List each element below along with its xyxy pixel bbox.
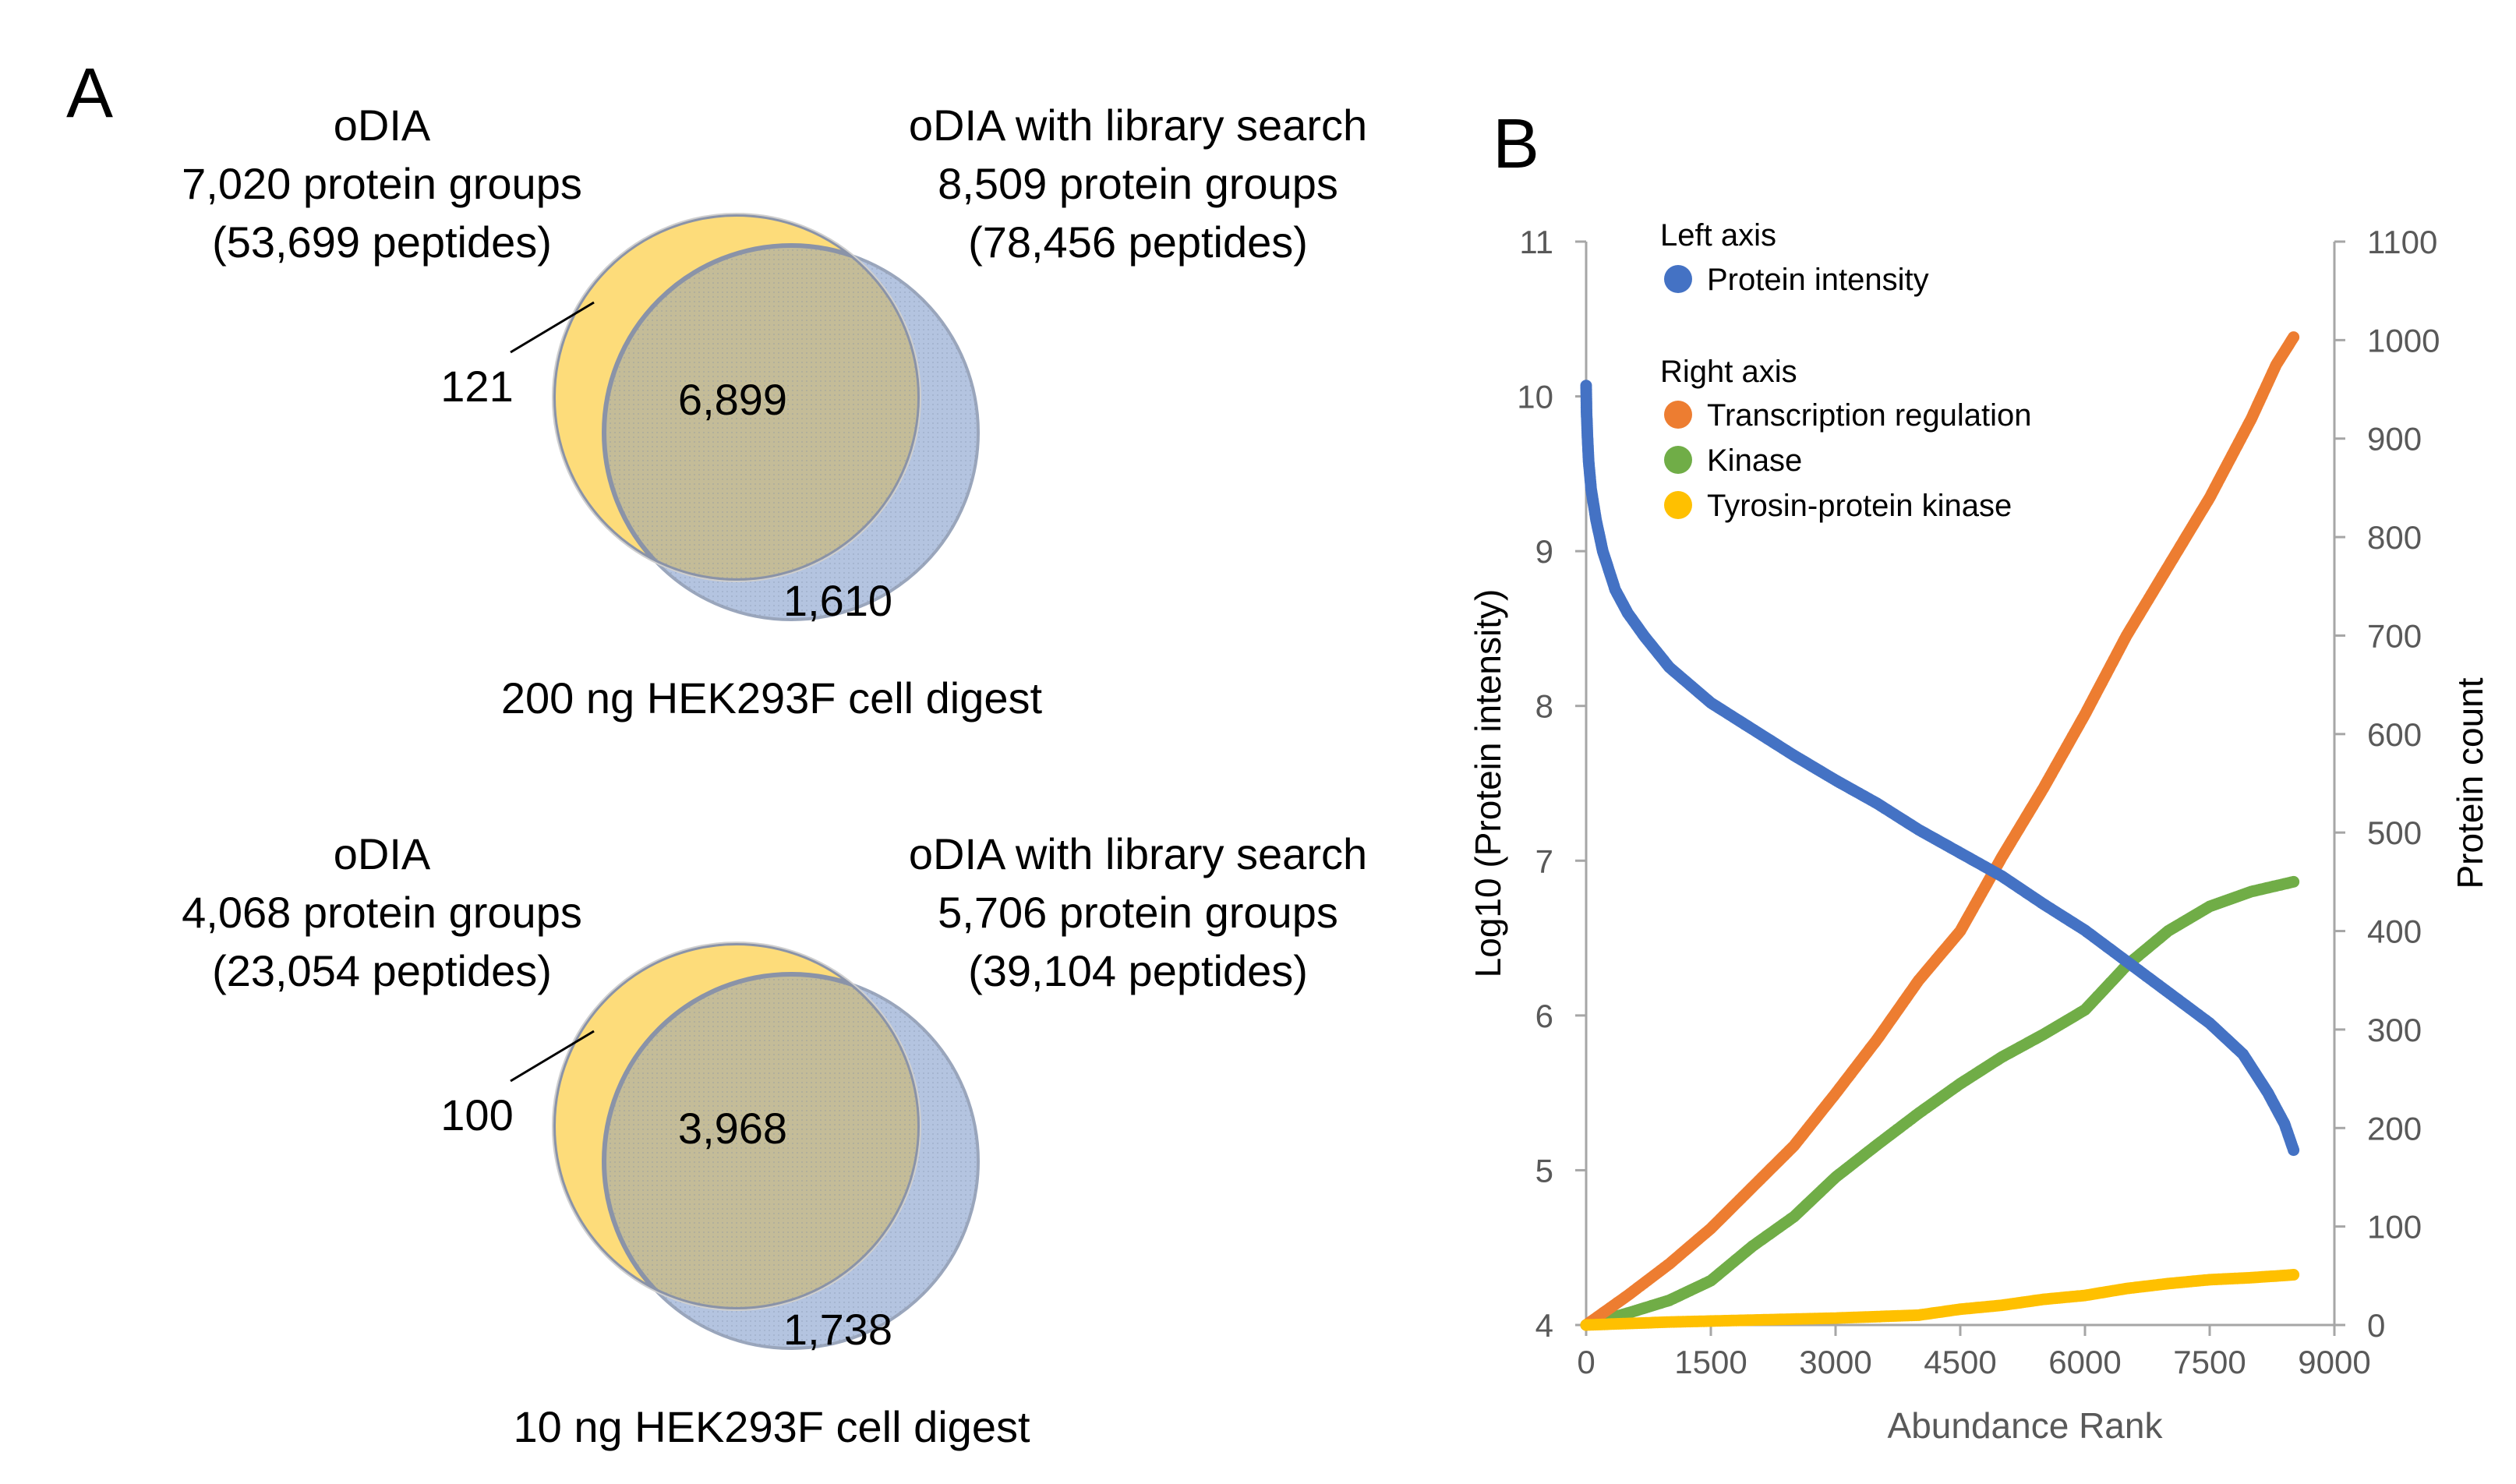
venn-left-peptides: (53,699 peptides) <box>212 217 552 267</box>
y-right-tick-label: 800 <box>2367 519 2422 556</box>
panel-a-label: A <box>66 55 113 132</box>
x-tick-labels: 0 1500 3000 4500 6000 7500 9000 <box>1577 1344 2370 1380</box>
x-tick-label: 6000 <box>2048 1344 2121 1380</box>
y-right-tick-label: 300 <box>2367 1012 2422 1048</box>
legend-left-axis-header: Left axis <box>1660 218 1776 253</box>
venn-overlap-count: 3,968 <box>678 1104 787 1153</box>
legend-kinase-marker <box>1664 446 1692 474</box>
panel-a: A oDIA 7,020 protein groups (53,699 pept… <box>66 55 1367 1451</box>
data-point-tyrosin-kinase <box>2288 1269 2300 1281</box>
y-left-tick-label: 7 <box>1535 843 1553 879</box>
y-left-tick-label: 11 <box>1519 224 1553 260</box>
data-point-transcription-regulation <box>2288 331 2300 344</box>
legend-protein-intensity-label: Protein intensity <box>1707 263 1929 297</box>
legend-protein-intensity-marker <box>1664 265 1692 293</box>
series-transcription-regulation <box>1580 331 2300 1331</box>
y-right-tick-label: 400 <box>2367 913 2422 950</box>
y-right-tick-label: 100 <box>2367 1209 2422 1246</box>
venn-callout-line <box>510 1030 595 1083</box>
y-right-axis-title: Protein count <box>2450 677 2490 889</box>
legend-tyrosin-protein-kinase-marker <box>1664 491 1692 519</box>
x-tick-label: 3000 <box>1799 1344 1871 1380</box>
legend-transcription-regulation-label: Transcription regulation <box>1707 398 2032 433</box>
y-left-tick-label: 10 <box>1517 379 1553 415</box>
venn-diagram-10ng: oDIA 4,068 protein groups (23,054 peptid… <box>182 829 1367 1451</box>
venn-diagram-200ng: oDIA 7,020 protein groups (53,699 peptid… <box>182 101 1367 723</box>
venn-left-peptides: (23,054 peptides) <box>212 946 552 995</box>
data-point-kinase <box>2288 875 2300 888</box>
venn-left-groups: 7,020 protein groups <box>182 159 582 208</box>
legend-transcription-regulation-marker <box>1664 401 1692 429</box>
venn-caption: 200 ng HEK293F cell digest <box>501 673 1043 723</box>
y-left-tick-label: 4 <box>1535 1307 1553 1344</box>
y-left-tick-labels: 4 5 6 7 8 9 10 11 <box>1517 224 1553 1344</box>
legend-right-axis-header: Right axis <box>1660 355 1797 389</box>
chart-legend: Left axis Protein intensity Right axis T… <box>1660 218 2032 523</box>
x-tick-label: 7500 <box>2173 1344 2246 1380</box>
venn-only-left-count: 121 <box>440 362 513 411</box>
x-tick-label: 9000 <box>2298 1344 2370 1380</box>
series-tyrosin-protein-kinase <box>1580 1269 2300 1331</box>
y-left-tick-label: 9 <box>1535 533 1553 570</box>
y-right-tick-label: 1100 <box>2367 224 2437 260</box>
legend-tyrosin-protein-kinase-label: Tyrosin-protein kinase <box>1707 489 2012 523</box>
x-tick-label: 1500 <box>1674 1344 1747 1380</box>
x-tick-label: 4500 <box>1924 1344 1996 1380</box>
venn-right-peptides: (39,104 peptides) <box>968 946 1308 995</box>
y-left-tick-label: 5 <box>1535 1152 1553 1189</box>
y-right-tick-label: 200 <box>2367 1110 2422 1147</box>
venn-left-title: oDIA <box>334 101 431 150</box>
legend-kinase-label: Kinase <box>1707 443 1802 478</box>
venn-right-title: oDIA with library search <box>909 101 1367 150</box>
venn-right-peptides: (78,456 peptides) <box>968 217 1308 267</box>
venn-overlap-count: 6,899 <box>678 375 787 424</box>
venn-right-inner-outline <box>602 972 920 1309</box>
y-left-axis-title: Log10 (Protein intensity) <box>1468 589 1508 978</box>
series-protein-intensity <box>1580 380 2300 1157</box>
y-right-tick-labels: 0 100 200 300 400 500 600 700 800 900 1000 1100 <box>2367 224 2440 1344</box>
panel-b-label: B <box>1493 105 1539 183</box>
y-right-tick-label: 500 <box>2367 814 2422 851</box>
x-axis-title: Abundance Rank <box>1888 1405 2164 1446</box>
y-right-tick-label: 0 <box>2367 1307 2385 1344</box>
data-point-protein-intensity <box>2288 1144 2300 1157</box>
venn-callout-line <box>510 301 595 354</box>
y-right-tick-label: 700 <box>2367 617 2422 654</box>
venn-right-title: oDIA with library search <box>909 829 1367 878</box>
series-kinase <box>1580 875 2300 1331</box>
venn-right-groups: 5,706 protein groups <box>938 888 1338 937</box>
y-left-tick-label: 6 <box>1535 998 1553 1034</box>
venn-only-left-count: 100 <box>440 1090 513 1140</box>
y-right-tick-label: 900 <box>2367 421 2422 458</box>
venn-right-groups: 8,509 protein groups <box>938 159 1338 208</box>
x-tick-label: 0 <box>1577 1344 1595 1380</box>
venn-right-inner-outline <box>602 243 920 581</box>
venn-only-right-count: 1,610 <box>783 576 892 625</box>
y-left-tick-label: 8 <box>1535 688 1553 725</box>
y-right-tick-label: 1000 <box>2367 322 2440 359</box>
venn-caption: 10 ng HEK293F cell digest <box>513 1402 1030 1451</box>
venn-only-right-count: 1,738 <box>783 1305 892 1354</box>
venn-left-groups: 4,068 protein groups <box>182 888 582 937</box>
y-right-tick-label: 600 <box>2367 716 2422 753</box>
venn-left-title: oDIA <box>334 829 431 878</box>
